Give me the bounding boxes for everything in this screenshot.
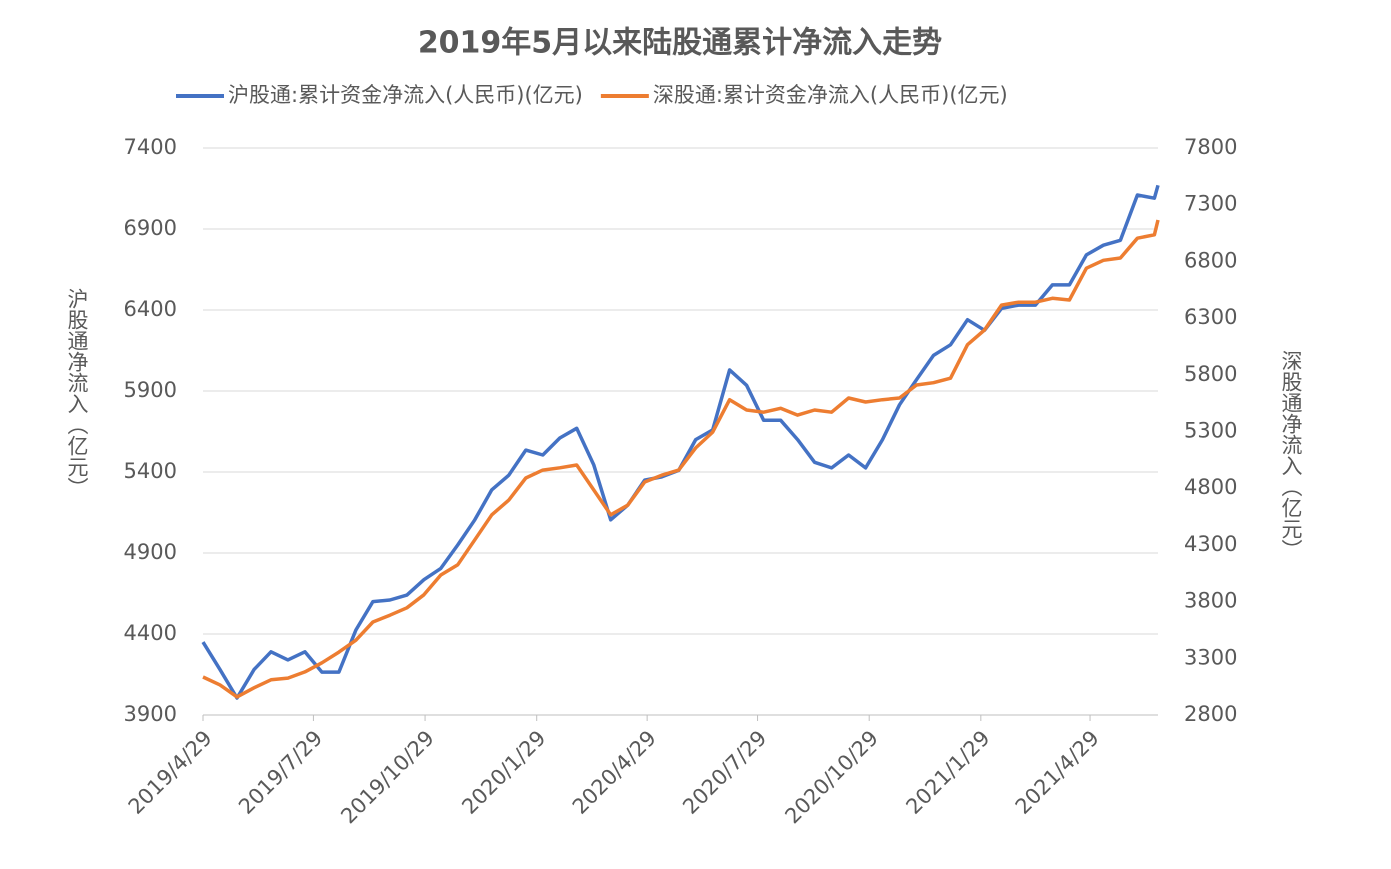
y-tick-label: 6900 <box>124 216 177 240</box>
y-axis-label: 沪股通净流入（亿元） <box>65 288 89 498</box>
y2-tick-label: 5800 <box>1184 362 1237 386</box>
y2-tick-label: 6300 <box>1184 305 1237 329</box>
x-tick-label: 2020/10/29 <box>780 726 883 829</box>
y2-tick-label: 3300 <box>1184 645 1237 669</box>
y-tick-label: 6400 <box>124 297 177 321</box>
legend-label: 沪股通:累计资金净流入(人民币)(亿元) <box>228 83 583 107</box>
y2-axis-label: 深股通净流入（亿元） <box>1279 350 1303 560</box>
y-tick-label: 7400 <box>124 135 177 159</box>
x-tick-label: 2020/7/29 <box>678 726 771 819</box>
y2-tick-label: 6800 <box>1184 248 1237 272</box>
series-line <box>201 184 1160 700</box>
legend-label: 深股通:累计资金净流入(人民币)(亿元) <box>653 83 1008 107</box>
x-tick-label: 2019/4/29 <box>124 726 217 819</box>
y2-tick-label: 3800 <box>1184 589 1237 613</box>
y-tick-label: 4900 <box>124 540 177 564</box>
y2-tick-label: 2800 <box>1184 702 1237 726</box>
x-tick-label: 2020/4/29 <box>568 726 661 819</box>
y2-tick-label: 7800 <box>1184 135 1237 159</box>
y-tick-label: 4400 <box>124 621 177 645</box>
x-tick-label: 2021/1/29 <box>901 726 994 819</box>
x-tick-label: 2020/1/29 <box>457 726 550 819</box>
y2-tick-label: 4300 <box>1184 532 1237 556</box>
y-tick-label: 5900 <box>124 378 177 402</box>
y2-tick-label: 7300 <box>1184 192 1237 216</box>
y-tick-label: 3900 <box>124 702 177 726</box>
x-tick-label: 2019/7/29 <box>234 726 327 819</box>
y-tick-label: 5400 <box>124 459 177 483</box>
chart-title: 2019年5月以来陆股通累计净流入走势 <box>418 26 942 61</box>
x-tick-label: 2021/4/29 <box>1011 726 1104 819</box>
series-line <box>202 219 1160 699</box>
x-tick-label: 2019/10/29 <box>336 726 439 829</box>
y2-tick-label: 5300 <box>1184 419 1237 443</box>
y2-tick-label: 4800 <box>1184 475 1237 499</box>
